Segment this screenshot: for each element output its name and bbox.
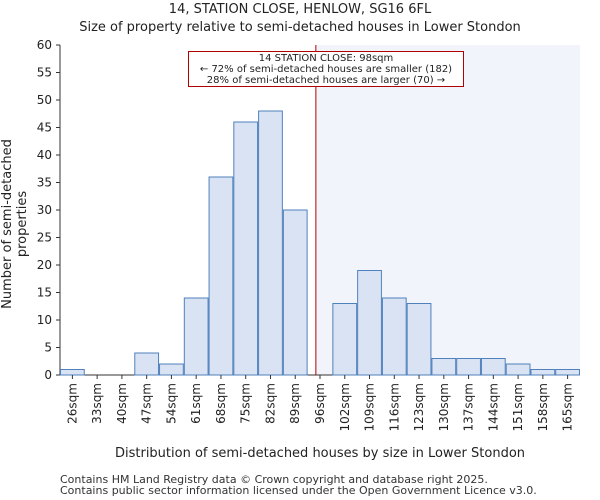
- bar: [208, 176, 234, 376]
- y-tick-label: 35: [37, 176, 52, 190]
- y-tick-label: 20: [37, 258, 52, 272]
- bar: [183, 297, 209, 376]
- annotation-line-1: 14 STATION CLOSE: 98sqm: [258, 53, 394, 64]
- y-tick-label: 55: [37, 66, 52, 80]
- chart-subtitle: Size of property relative to semi-detach…: [79, 20, 521, 35]
- x-tick-label: 26sqm: [65, 383, 79, 424]
- x-tick-label: 144sqm: [486, 383, 500, 431]
- bar: [505, 363, 531, 376]
- y-tick-label: 0: [44, 368, 52, 382]
- bar: [480, 358, 506, 376]
- y-tick-label: 30: [37, 203, 52, 217]
- x-axis-label: Distribution of semi-detached houses by …: [114, 446, 526, 461]
- x-tick-label: 165sqm: [561, 383, 575, 431]
- bar: [282, 209, 308, 376]
- y-tick-label: 60: [37, 38, 52, 52]
- marker-annotation: 14 STATION CLOSE: 98sqm ← 72% of semi-de…: [188, 51, 464, 87]
- x-tick-label: 61sqm: [189, 383, 203, 424]
- y-tick-label: 40: [37, 148, 52, 162]
- bar: [555, 369, 581, 376]
- bar: [456, 358, 481, 376]
- x-tick-label: 40sqm: [115, 383, 129, 424]
- annotation-line-2: ← 72% of semi-detached houses are smalle…: [199, 64, 453, 75]
- x-tick-label: 89sqm: [288, 383, 302, 424]
- x-tick-label: 109sqm: [363, 383, 377, 431]
- y-tick-label: 50: [37, 93, 52, 107]
- bar: [332, 303, 358, 376]
- bar: [357, 270, 382, 376]
- x-tick-label: 102sqm: [338, 383, 352, 431]
- bar: [233, 121, 259, 376]
- bar: [406, 303, 432, 376]
- footer-line-1: Contains HM Land Registry data © Crown c…: [60, 473, 488, 486]
- bar: [431, 358, 457, 376]
- y-tick-label: 15: [37, 286, 52, 300]
- chart-title: 14, STATION CLOSE, HENLOW, SG16 6FL: [168, 2, 432, 17]
- x-tick-label: 123sqm: [412, 383, 426, 431]
- bar: [60, 369, 85, 376]
- x-tick-label: 137sqm: [462, 383, 476, 431]
- bar: [258, 110, 283, 376]
- y-tick-label: 45: [37, 121, 52, 135]
- x-tick-label: 68sqm: [214, 383, 228, 424]
- footer-line-2: Contains public sector information licen…: [60, 484, 537, 497]
- x-tick-label: 96sqm: [313, 383, 327, 424]
- y-tick-label: 10: [37, 313, 52, 327]
- bar: [134, 352, 160, 376]
- x-tick-label: 151sqm: [511, 383, 525, 431]
- x-tick-label: 130sqm: [437, 383, 451, 431]
- x-tick-label: 75sqm: [239, 383, 253, 424]
- y-tick-label: 25: [37, 231, 52, 245]
- y-tick-label: 5: [44, 341, 52, 355]
- annotation-line-3: 28% of semi-detached houses are larger (…: [206, 75, 446, 86]
- bar: [381, 297, 407, 376]
- x-tick-label: 47sqm: [140, 383, 154, 424]
- x-tick-label: 116sqm: [387, 383, 401, 431]
- bar: [530, 369, 556, 376]
- x-tick-label: 54sqm: [164, 383, 178, 424]
- x-tick-label: 158sqm: [536, 383, 550, 431]
- bar: [159, 363, 184, 376]
- x-tick-label: 33sqm: [90, 383, 104, 424]
- x-tick-label: 82sqm: [263, 383, 277, 424]
- y-axis-label: Number of semi-detached properties: [0, 139, 30, 309]
